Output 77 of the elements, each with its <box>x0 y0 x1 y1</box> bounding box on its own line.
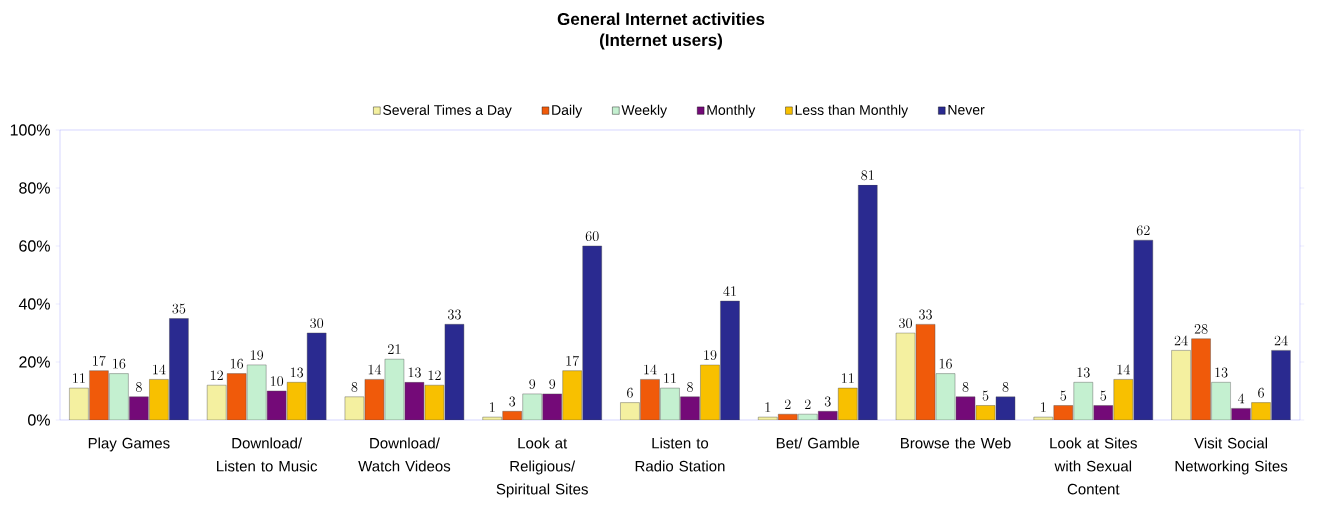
data-label: 19 <box>250 350 264 360</box>
data-label: 8 <box>1002 382 1009 392</box>
data-label: 14 <box>153 364 166 375</box>
data-label: 10 <box>270 376 284 387</box>
data-label: 16 <box>230 358 244 369</box>
data-label: 33 <box>919 309 932 320</box>
data-label: 8 <box>135 382 142 392</box>
data-label: 13 <box>1077 367 1090 378</box>
legend-label: Monthly <box>707 104 756 118</box>
legend-label: Several Times a Day <box>383 104 512 118</box>
data-label: 24 <box>1174 335 1188 346</box>
legend-label: Weekly <box>621 104 668 118</box>
data-label: 3 <box>509 396 516 407</box>
data-label: 41 <box>723 286 736 296</box>
data-label: 14 <box>368 364 382 375</box>
legend-label: Less than Monthly <box>795 104 909 118</box>
data-label: 19 <box>704 350 717 360</box>
x-tick-label: Visit Social Networking Sites <box>1175 437 1288 475</box>
legend-label: Daily <box>552 104 583 118</box>
x-tick-label: Download/ Listen to Music <box>217 437 318 472</box>
x-tick-label: Browse the Web <box>901 437 1011 449</box>
data-label: 33 <box>447 309 461 320</box>
data-label: 14 <box>644 364 657 375</box>
data-label: 11 <box>664 373 676 383</box>
x-tick-label: Play Games <box>88 437 170 452</box>
data-label: 8 <box>687 382 693 392</box>
y-tick-label: 100% <box>10 124 50 136</box>
data-label: 5 <box>982 390 989 401</box>
data-label: 2 <box>804 399 811 409</box>
data-label: 16 <box>113 358 126 369</box>
data-label: 62 <box>1136 225 1150 236</box>
data-label: 2 <box>784 399 791 409</box>
y-tick-label: 20% <box>19 356 50 368</box>
x-tick-label: Look at Religious/ Spiritual Sites <box>496 437 588 498</box>
data-label: 9 <box>529 379 536 389</box>
data-label: 21 <box>388 344 401 354</box>
data-label: 81 <box>861 170 874 181</box>
data-label: 1 <box>1041 402 1046 412</box>
y-tick-label: 0% <box>28 414 50 426</box>
data-label: 14 <box>1117 364 1130 375</box>
data-label: 30 <box>899 318 912 329</box>
legend-label: Never <box>948 104 985 115</box>
data-label: 17 <box>566 355 580 366</box>
chart-title: General Internet activities <box>557 12 765 26</box>
data-label: 6 <box>1258 387 1264 398</box>
data-label: 8 <box>351 382 358 392</box>
data-label: 12 <box>210 370 223 380</box>
data-label: 13 <box>408 367 421 378</box>
y-tick-label: 60% <box>19 240 50 252</box>
data-label: 16 <box>939 358 952 369</box>
data-label: 17 <box>93 355 106 366</box>
data-label: 5 <box>1100 390 1107 401</box>
x-tick-label: Bet/ Gamble <box>776 437 860 449</box>
chart-subtitle: (Internet users) <box>599 33 723 50</box>
data-label: 1 <box>765 402 771 412</box>
data-label: 3 <box>824 396 831 407</box>
data-label: 30 <box>310 318 324 329</box>
data-label: 60 <box>585 231 599 242</box>
data-label: 28 <box>1194 324 1208 334</box>
data-label: 11 <box>73 373 85 383</box>
data-label: 35 <box>172 303 186 314</box>
data-label: 24 <box>1274 335 1288 346</box>
data-label: 12 <box>428 370 441 380</box>
data-label: 4 <box>1237 393 1245 404</box>
data-label: 6 <box>627 387 633 398</box>
data-label: 9 <box>549 379 556 389</box>
data-label: 11 <box>842 373 854 383</box>
data-label: 5 <box>1060 390 1067 401</box>
x-tick-label: Look at Sites with Sexual Content <box>1050 437 1137 495</box>
y-tick-label: 80% <box>19 182 50 194</box>
y-tick-label: 40% <box>18 298 50 310</box>
data-label: 1 <box>490 402 495 412</box>
data-label: 13 <box>290 367 304 378</box>
x-tick-label: Download/ Watch Videos <box>358 437 451 472</box>
x-tick-label: Listen to Radio Station <box>635 437 725 472</box>
data-label: 13 <box>1215 367 1228 378</box>
data-label: 8 <box>962 382 969 392</box>
